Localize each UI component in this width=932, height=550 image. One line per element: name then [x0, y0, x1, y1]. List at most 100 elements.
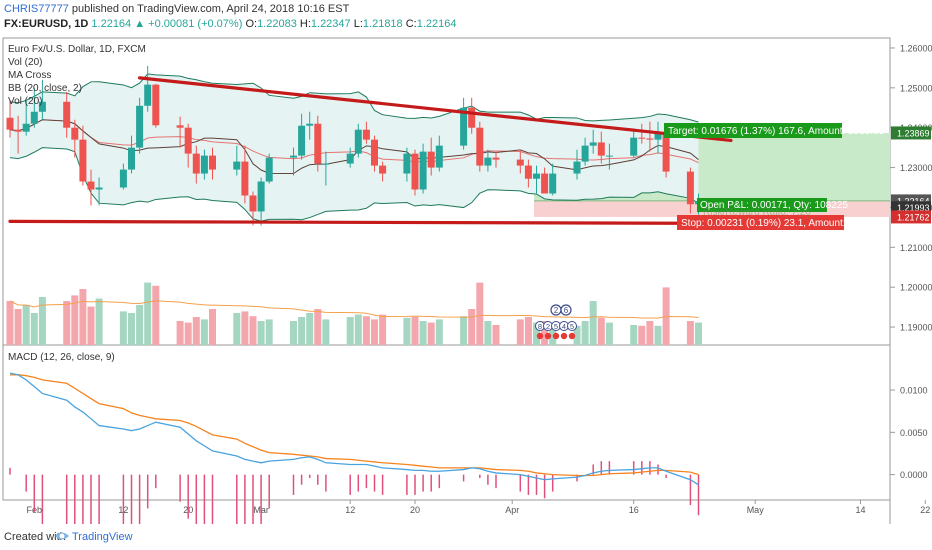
- candle-body: [468, 107, 476, 128]
- candle-body: [605, 155, 613, 157]
- pnl-label[interactable]: Open P&L: 0.00171, Qty: 108225: [697, 198, 848, 212]
- volume-bar: [419, 321, 427, 345]
- candle-body: [403, 153, 411, 174]
- event-flag-icon[interactable]: 2: [550, 304, 562, 316]
- legend-ma-cross: MA Cross: [8, 70, 51, 81]
- volume-bar: [87, 306, 95, 345]
- macd-tick-label: 0.0000: [900, 470, 928, 480]
- volume-bar: [257, 321, 265, 345]
- candle-body: [192, 153, 200, 174]
- legend-bb: BB (20, close, 2): [8, 83, 82, 94]
- candle-body: [411, 153, 419, 190]
- volume-bar: [290, 321, 297, 345]
- candle: [427, 137, 435, 176]
- candle-body: [589, 142, 597, 146]
- author-link[interactable]: CHRIS77777: [4, 3, 69, 15]
- volume-bar: [492, 325, 500, 345]
- candle: [314, 115, 322, 172]
- candle: [22, 99, 30, 136]
- open-label: O:: [245, 18, 258, 30]
- candle-body: [241, 161, 249, 196]
- price-badge-label: 1.21762: [897, 212, 930, 222]
- candle: [176, 116, 184, 148]
- volume-bar: [573, 325, 581, 345]
- candle-body: [209, 155, 216, 170]
- volume-bar: [654, 325, 662, 345]
- high-label: H:: [299, 18, 311, 30]
- candle-body: [686, 171, 694, 205]
- volume-bar: [71, 295, 79, 345]
- volume-bar: [362, 316, 370, 345]
- low-value: 1.21818: [362, 18, 403, 30]
- volume-bar: [638, 325, 646, 345]
- volume-bar: [209, 309, 216, 345]
- resistance-trendline[interactable]: [138, 76, 733, 143]
- event-flag-icon[interactable]: 6: [560, 304, 572, 316]
- pnl-text: Open P&L: 0.00171, Qty: 108225: [700, 200, 848, 211]
- candle-body: [200, 155, 208, 174]
- candle: [38, 79, 46, 120]
- candle-body: [136, 105, 144, 148]
- candle-body: [371, 139, 378, 166]
- candle: [524, 159, 532, 188]
- bb-upper-line: [9, 73, 699, 123]
- candle-body: [427, 151, 435, 168]
- created-with-label: Created with: [4, 531, 66, 543]
- volume-bar: [136, 305, 144, 345]
- candle-body: [662, 132, 670, 172]
- candle-body: [484, 157, 492, 166]
- candle-body: [362, 129, 370, 140]
- event-flag-icon[interactable]: 4: [559, 321, 569, 340]
- candle-body: [630, 137, 638, 156]
- candle: [200, 149, 208, 180]
- chart-header: CHRIS77777 published on TradingView.com,…: [0, 0, 932, 34]
- footer: Created with TradingView: [0, 524, 932, 550]
- volume-bar: [38, 297, 46, 345]
- volume-bar: [152, 285, 160, 345]
- stop-label[interactable]: Stop: 0.00231 (0.19%) 23.1, Amount: 750: [677, 215, 865, 230]
- volume-bar: [484, 321, 492, 345]
- date-tick-label: May: [747, 505, 765, 515]
- chart-canvas[interactable]: 1.260001.250001.240001.230001.220001.210…: [0, 34, 932, 524]
- target-text: Target: 0.01676 (1.37%) 167.6, Amount: 2…: [668, 126, 885, 137]
- volume-bar: [346, 317, 354, 345]
- volume-bar: [200, 319, 208, 345]
- main-legend: Euro Fx/U.S. Dollar, 1D, FXCM Vol (20) M…: [8, 44, 146, 107]
- event-flag-icon[interactable]: 5: [551, 321, 561, 340]
- volume-bar: [298, 317, 306, 345]
- candle: [79, 125, 87, 186]
- legend-symbol: Euro Fx/U.S. Dollar, 1D, FXCM: [8, 44, 146, 55]
- candle: [63, 91, 71, 138]
- date-tick-label: 12: [345, 505, 355, 515]
- event-flag-icon[interactable]: 2: [543, 321, 553, 340]
- close-label: C:: [405, 18, 417, 30]
- volume-bar: [597, 317, 605, 345]
- target-label[interactable]: Target: 0.01676 (1.37%) 167.6, Amount: 2…: [664, 123, 885, 138]
- candle: [686, 167, 694, 214]
- volume-bar: [646, 321, 654, 345]
- volume-bar: [128, 313, 135, 345]
- event-flag-label: 2: [546, 322, 550, 331]
- ratio-text: Risk/Reward Ratio: 7.26: [703, 207, 811, 218]
- candle-body: [79, 139, 87, 182]
- candle: [516, 149, 524, 174]
- candle: [597, 131, 605, 164]
- price-tick-label: 1.26000: [900, 43, 932, 53]
- candle-body: [654, 132, 662, 140]
- candle-body: [314, 123, 322, 164]
- low-label: L:: [353, 18, 363, 30]
- ohlc-line: FX:EURUSD, 1D 1.22164 ▲ +0.00081 (+0.07%…: [4, 18, 457, 30]
- candle-body: [233, 161, 241, 170]
- event-flag-label: 8: [538, 322, 542, 331]
- support-trendline[interactable]: [8, 219, 733, 225]
- event-flag-icon[interactable]: 5: [567, 321, 577, 340]
- volume-bar: [581, 321, 589, 345]
- tradingview-logo-icon: [55, 532, 69, 540]
- tradingview-brand[interactable]: TradingView: [72, 531, 133, 543]
- last-price: 1.22164: [91, 18, 132, 30]
- event-flag-label: 4: [562, 322, 566, 331]
- volume-bar: [460, 316, 468, 345]
- volume-bar: [686, 321, 694, 345]
- price-tick-label: 1.19000: [900, 323, 932, 333]
- candle-body: [354, 129, 362, 154]
